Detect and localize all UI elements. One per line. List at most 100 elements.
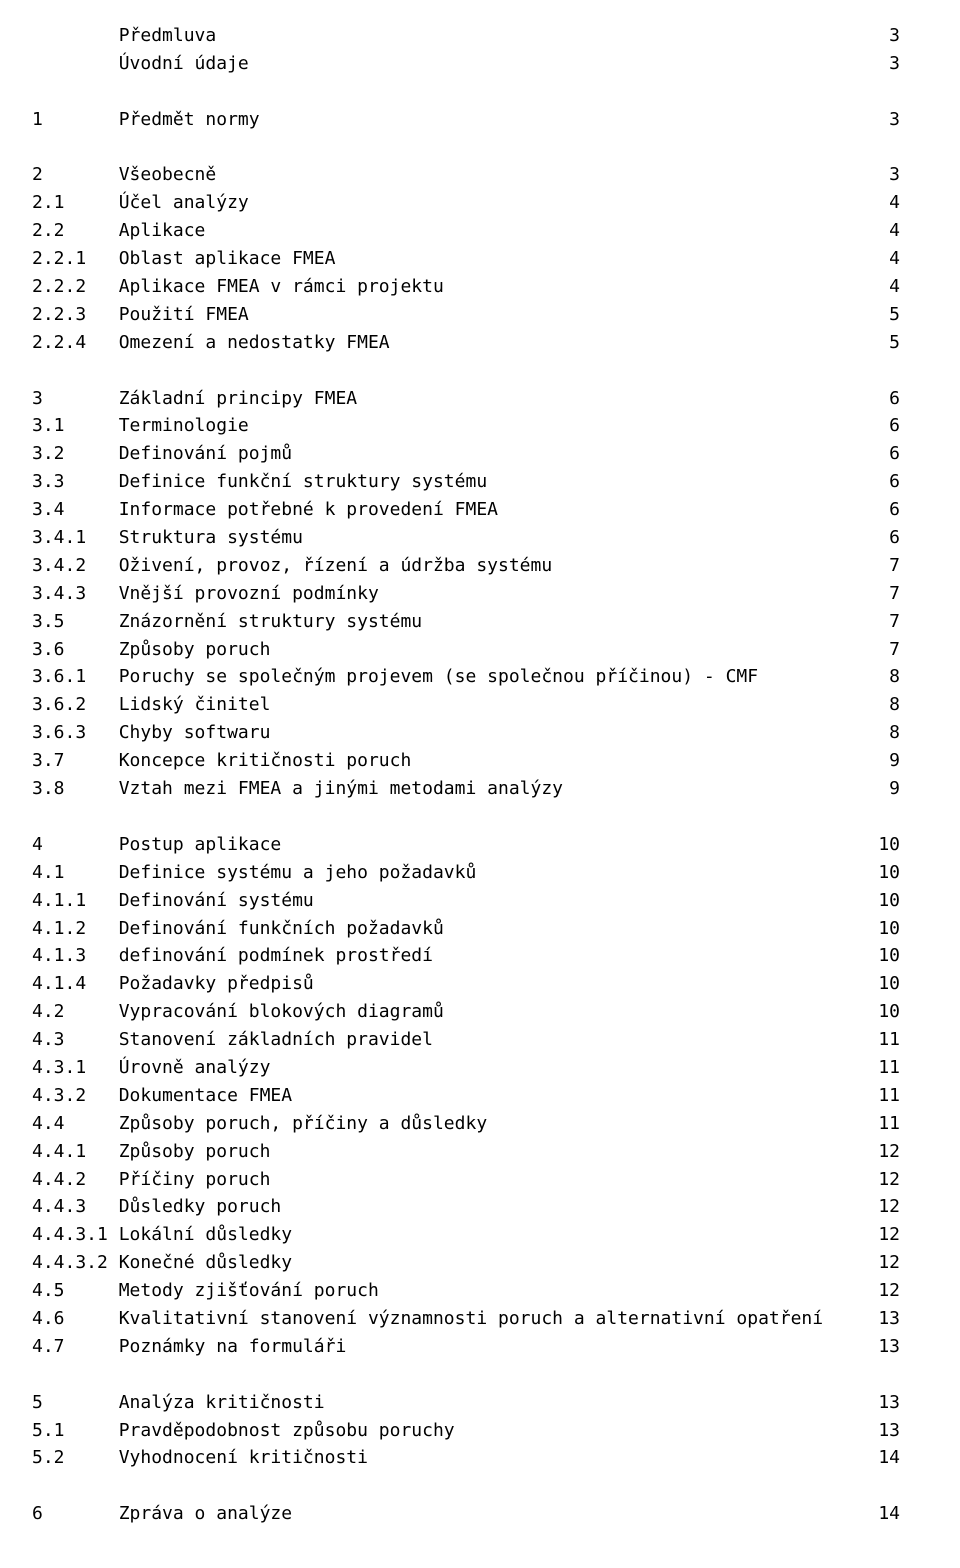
- toc-entry-row: 5.1 Pravděpodobnost způsobu poruchy13: [32, 1417, 900, 1445]
- toc-entry-title: Definování systému: [119, 887, 314, 915]
- toc-entry-page: 10: [878, 915, 900, 943]
- table-of-contents: Předmluva3 Úvodní údaje31 Předmět normy3…: [32, 22, 900, 1528]
- toc-entry-number: 4: [32, 831, 119, 859]
- toc-entry-page: 5: [878, 301, 900, 329]
- toc-entry-row: 3.6.3 Chyby softwaru8: [32, 719, 900, 747]
- toc-entry-row: 2.2.1 Oblast aplikace FMEA4: [32, 245, 900, 273]
- toc-entry-title: Kvalitativní stanovení významnosti poruc…: [119, 1305, 823, 1333]
- toc-entry-row: 3.6 Způsoby poruch7: [32, 636, 900, 664]
- toc-entry-title: Lidský činitel: [119, 691, 271, 719]
- toc-entry-number: 4.4.3.2: [32, 1249, 119, 1277]
- toc-entry-page: 11: [878, 1110, 900, 1138]
- toc-entry-number: 4.3.2: [32, 1082, 119, 1110]
- toc-entry-row: 4.3.2 Dokumentace FMEA11: [32, 1082, 900, 1110]
- toc-entry-page: 7: [878, 552, 900, 580]
- toc-entry-title: Analýza kritičnosti: [119, 1389, 325, 1417]
- toc-entry-row: 4.1 Definice systému a jeho požadavků10: [32, 859, 900, 887]
- toc-entry-row: 3.5 Znázornění struktury systému7: [32, 608, 900, 636]
- toc-gap: [32, 78, 900, 106]
- toc-entry-page: 11: [878, 1054, 900, 1082]
- toc-entry-row: 2.2.4 Omezení a nedostatky FMEA5: [32, 329, 900, 357]
- toc-gap: [32, 1361, 900, 1389]
- toc-entry-number: 4.1.2: [32, 915, 119, 943]
- toc-entry-number: 6: [32, 1500, 119, 1528]
- toc-entry-page: 7: [878, 608, 900, 636]
- toc-entry-number: [32, 22, 119, 50]
- toc-entry-number: 3.6.3: [32, 719, 119, 747]
- toc-entry-title: Předmět normy: [119, 106, 260, 134]
- toc-entry-title: Účel analýzy: [119, 189, 249, 217]
- toc-entry-number: 4.3.1: [32, 1054, 119, 1082]
- toc-entry-row: 4.1.1 Definování systému10: [32, 887, 900, 915]
- toc-entry-row: 4.2 Vypracování blokových diagramů10: [32, 998, 900, 1026]
- toc-entry-title: Terminologie: [119, 412, 249, 440]
- toc-gap: [32, 357, 900, 385]
- toc-entry-page: 12: [878, 1249, 900, 1277]
- toc-entry-title: Způsoby poruch, příčiny a důsledky: [119, 1110, 487, 1138]
- toc-entry-page: 11: [878, 1082, 900, 1110]
- toc-entry-title: Stanovení základních pravidel: [119, 1026, 433, 1054]
- toc-entry-page: 12: [878, 1277, 900, 1305]
- toc-entry-page: 4: [878, 245, 900, 273]
- toc-entry-title: Znázornění struktury systému: [119, 608, 422, 636]
- toc-entry-row: 4.4.1 Způsoby poruch12: [32, 1138, 900, 1166]
- toc-entry-page: 13: [878, 1305, 900, 1333]
- toc-entry-number: 4.4.2: [32, 1166, 119, 1194]
- toc-entry-number: 4.3: [32, 1026, 119, 1054]
- toc-entry-title: Příčiny poruch: [119, 1166, 271, 1194]
- toc-entry-row: 3.6.2 Lidský činitel8: [32, 691, 900, 719]
- toc-entry-row: 3.2 Definování pojmů6: [32, 440, 900, 468]
- toc-entry-number: 5.1: [32, 1417, 119, 1445]
- toc-entry-row: 3.1 Terminologie6: [32, 412, 900, 440]
- toc-entry-title: Poznámky na formuláři: [119, 1333, 347, 1361]
- toc-entry-number: 2.2.3: [32, 301, 119, 329]
- toc-entry-page: 6: [878, 496, 900, 524]
- toc-entry-page: 13: [878, 1389, 900, 1417]
- toc-entry-row: 4.4.3.2 Konečné důsledky12: [32, 1249, 900, 1277]
- toc-entry-row: 4.1.2 Definování funkčních požadavků10: [32, 915, 900, 943]
- toc-entry-number: 3.2: [32, 440, 119, 468]
- toc-entry-page: 10: [878, 831, 900, 859]
- toc-entry-page: 4: [878, 273, 900, 301]
- toc-entry-page: 12: [878, 1138, 900, 1166]
- toc-entry-page: 4: [878, 189, 900, 217]
- toc-entry-row: 3.4.3 Vnější provozní podmínky 7: [32, 580, 900, 608]
- toc-entry-title: Vztah mezi FMEA a jinými metodami analýz…: [119, 775, 563, 803]
- toc-entry-number: 2.2.2: [32, 273, 119, 301]
- toc-entry-number: [32, 50, 119, 78]
- toc-entry-row: 4.3.1 Úrovně analýzy 11: [32, 1054, 900, 1082]
- toc-entry-page: 8: [878, 663, 900, 691]
- toc-entry-number: 4.6: [32, 1305, 119, 1333]
- toc-entry-number: 4.1.4: [32, 970, 119, 998]
- toc-entry-number: 5.2: [32, 1444, 119, 1472]
- toc-entry-page: 7: [878, 580, 900, 608]
- toc-entry-title: Postup aplikace: [119, 831, 282, 859]
- toc-entry-number: 3.4.3: [32, 580, 119, 608]
- toc-entry-row: 3.4.1 Struktura systému6: [32, 524, 900, 552]
- toc-entry-row: 5 Analýza kritičnosti13: [32, 1389, 900, 1417]
- toc-entry-number: 3.6.2: [32, 691, 119, 719]
- toc-entry-title: Použití FMEA: [119, 301, 249, 329]
- toc-entry-page: 6: [878, 412, 900, 440]
- toc-entry-page: 12: [878, 1221, 900, 1249]
- toc-entry-title: Úvodní údaje: [119, 50, 249, 78]
- toc-entry-page: 9: [878, 747, 900, 775]
- toc-entry-number: 3.7: [32, 747, 119, 775]
- toc-entry-row: 4.7 Poznámky na formuláři13: [32, 1333, 900, 1361]
- toc-entry-page: 4: [878, 217, 900, 245]
- toc-entry-page: 10: [878, 942, 900, 970]
- toc-heading-row: Úvodní údaje3: [32, 50, 900, 78]
- toc-entry-page: 8: [878, 719, 900, 747]
- toc-entry-page: 6: [878, 468, 900, 496]
- toc-entry-row: 3.7 Koncepce kritičnosti poruch9: [32, 747, 900, 775]
- toc-entry-page: 13: [878, 1417, 900, 1445]
- toc-entry-title: Vnější provozní podmínky: [119, 580, 379, 608]
- toc-entry-page: 12: [878, 1166, 900, 1194]
- toc-entry-row: 1 Předmět normy3: [32, 106, 900, 134]
- toc-entry-row: 3.3 Definice funkční struktury systému6: [32, 468, 900, 496]
- toc-entry-title: Úrovně analýzy: [119, 1054, 271, 1082]
- toc-entry-page: 10: [878, 970, 900, 998]
- toc-entry-row: 2.2.3 Použití FMEA 5: [32, 301, 900, 329]
- toc-entry-number: 2.1: [32, 189, 119, 217]
- toc-entry-page: 10: [878, 859, 900, 887]
